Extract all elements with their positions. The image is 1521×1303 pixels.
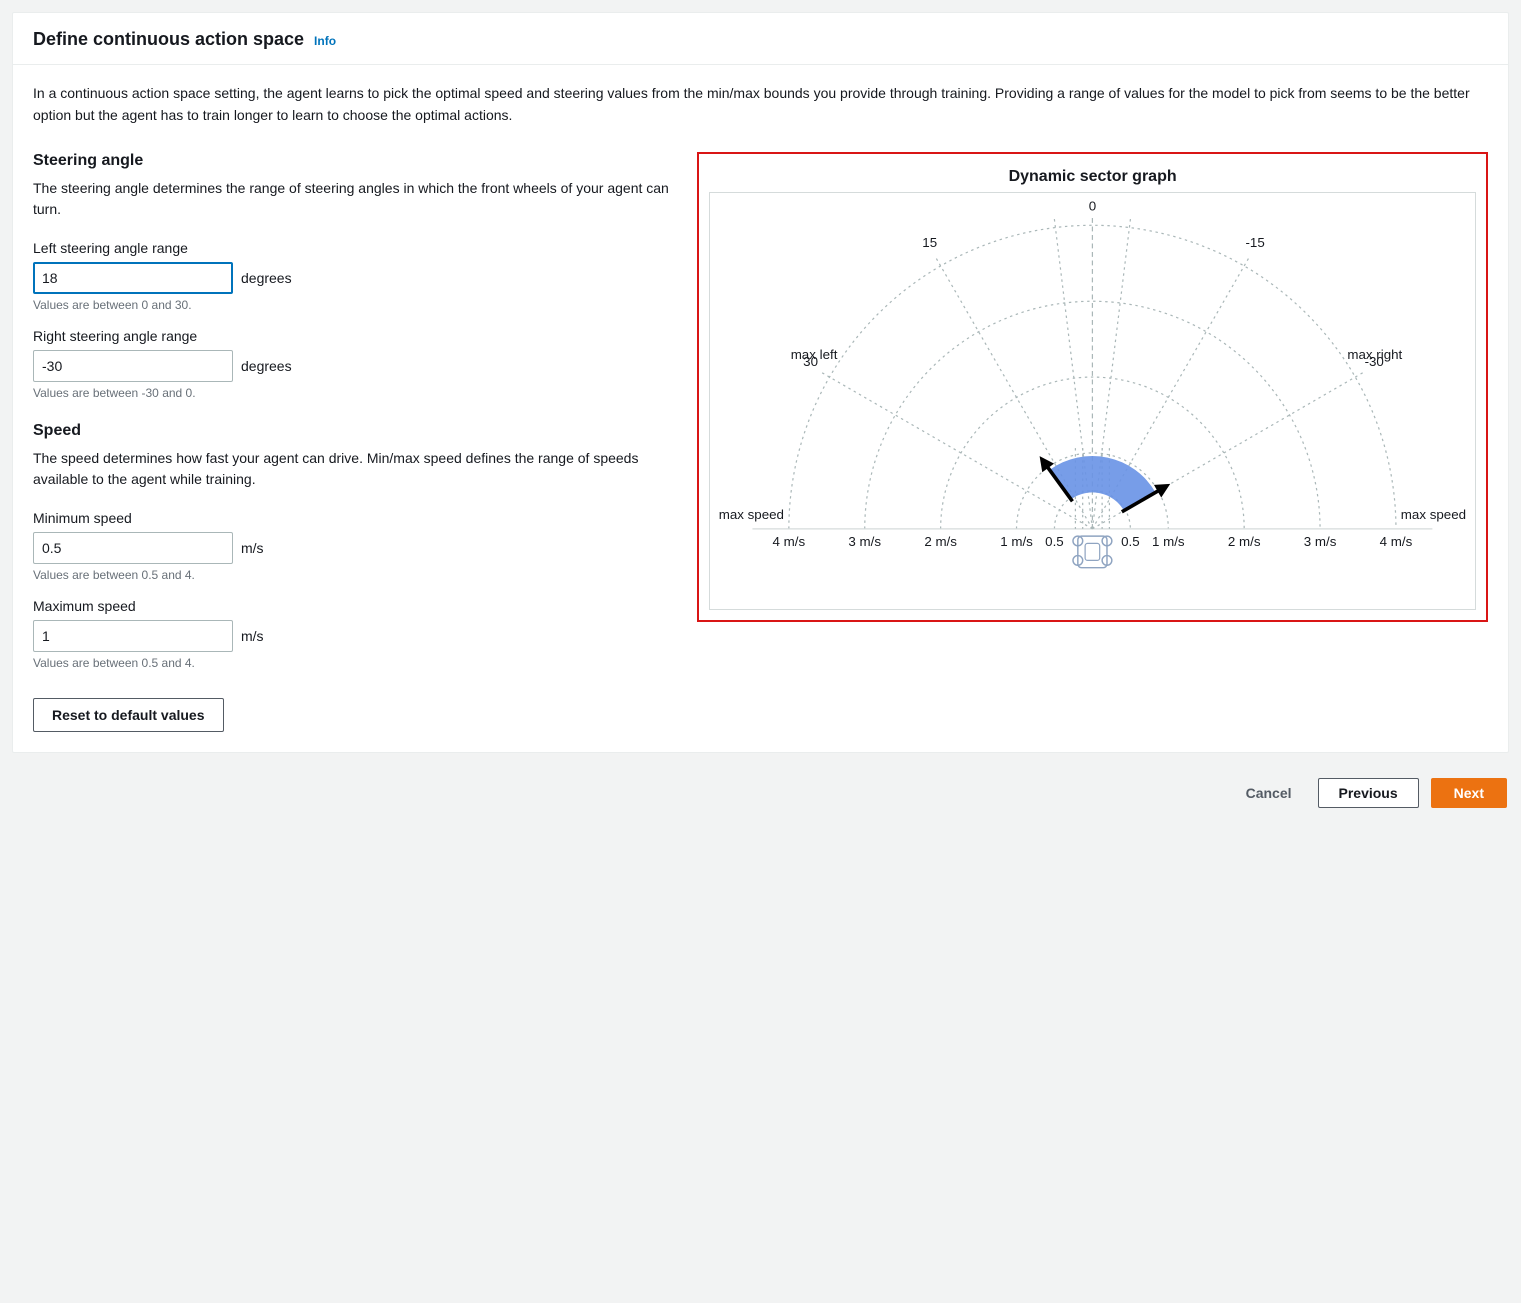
- max-speed-hint: Values are between 0.5 and 4.: [33, 656, 673, 670]
- next-button[interactable]: Next: [1431, 778, 1507, 808]
- left-steering-hint: Values are between 0 and 30.: [33, 298, 673, 312]
- reset-button[interactable]: Reset to default values: [33, 698, 224, 732]
- svg-text:max speed: max speed: [1401, 507, 1466, 522]
- min-speed-input[interactable]: [33, 532, 233, 564]
- action-space-panel: Define continuous action space Info In a…: [12, 12, 1509, 753]
- svg-text:max left: max left: [791, 347, 838, 362]
- svg-text:0: 0: [1089, 201, 1096, 214]
- svg-text:3 m/s: 3 m/s: [849, 534, 882, 549]
- svg-text:max speed: max speed: [719, 507, 784, 522]
- min-speed-label: Minimum speed: [33, 510, 673, 526]
- right-steering-hint: Values are between -30 and 0.: [33, 386, 673, 400]
- min-speed-unit: m/s: [241, 540, 264, 556]
- left-steering-unit: degrees: [241, 270, 292, 286]
- steering-heading: Steering angle: [33, 152, 673, 170]
- speed-heading: Speed: [33, 422, 673, 440]
- svg-text:1 m/s: 1 m/s: [1000, 534, 1033, 549]
- min-speed-hint: Values are between 0.5 and 4.: [33, 568, 673, 582]
- svg-text:2 m/s: 2 m/s: [1228, 534, 1261, 549]
- intro-text: In a continuous action space setting, th…: [33, 83, 1488, 126]
- svg-text:0.5: 0.5: [1121, 534, 1140, 549]
- svg-text:max right: max right: [1348, 347, 1403, 362]
- svg-text:4 m/s: 4 m/s: [773, 534, 806, 549]
- previous-button[interactable]: Previous: [1318, 778, 1419, 808]
- info-link[interactable]: Info: [314, 34, 336, 48]
- svg-text:-15: -15: [1246, 235, 1265, 250]
- cancel-button[interactable]: Cancel: [1232, 777, 1306, 809]
- max-speed-unit: m/s: [241, 628, 264, 644]
- svg-text:15: 15: [922, 235, 937, 250]
- graph-title: Dynamic sector graph: [709, 168, 1476, 186]
- graph-frame: Dynamic sector graph 015-1530-30max left…: [697, 152, 1488, 622]
- left-steering-label: Left steering angle range: [33, 240, 673, 256]
- max-speed-input[interactable]: [33, 620, 233, 652]
- svg-text:4 m/s: 4 m/s: [1380, 534, 1413, 549]
- graph-box: 015-1530-30max leftmax rightmax speedmax…: [709, 192, 1476, 610]
- right-steering-input[interactable]: [33, 350, 233, 382]
- svg-text:0.5: 0.5: [1045, 534, 1064, 549]
- right-steering-label: Right steering angle range: [33, 328, 673, 344]
- right-steering-unit: degrees: [241, 358, 292, 374]
- max-speed-label: Maximum speed: [33, 598, 673, 614]
- svg-text:3 m/s: 3 m/s: [1304, 534, 1337, 549]
- svg-text:2 m/s: 2 m/s: [925, 534, 958, 549]
- footer-buttons: Cancel Previous Next: [12, 773, 1509, 815]
- speed-desc: The speed determines how fast your agent…: [33, 448, 673, 490]
- steering-desc: The steering angle determines the range …: [33, 178, 673, 220]
- left-steering-input[interactable]: [33, 262, 233, 294]
- panel-title: Define continuous action space: [33, 29, 304, 50]
- svg-text:1 m/s: 1 m/s: [1152, 534, 1185, 549]
- panel-header: Define continuous action space Info: [13, 13, 1508, 65]
- panel-body: In a continuous action space setting, th…: [13, 65, 1508, 752]
- sector-graph: 015-1530-30max leftmax rightmax speedmax…: [716, 201, 1469, 602]
